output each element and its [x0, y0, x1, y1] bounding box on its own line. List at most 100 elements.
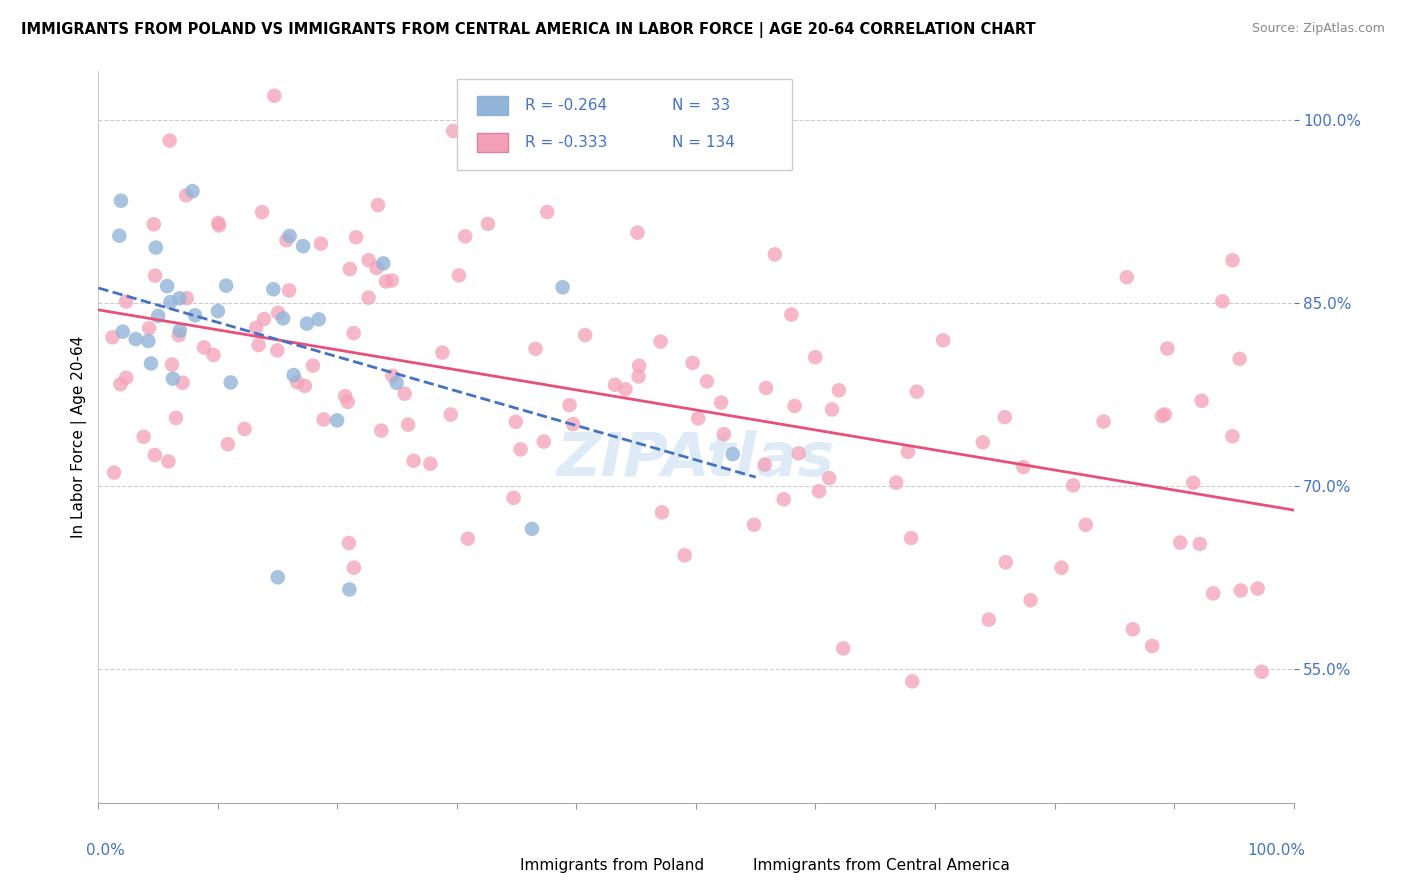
Point — [115, 294, 138, 309]
Point — [271, 311, 294, 326]
Point — [713, 427, 735, 442]
Point — [1092, 415, 1115, 429]
Point — [295, 317, 318, 331]
Point — [1115, 270, 1137, 285]
Point — [502, 491, 524, 505]
Point — [339, 262, 361, 277]
Point — [357, 253, 380, 268]
Point — [326, 413, 349, 427]
Point — [143, 268, 166, 283]
Point — [394, 386, 416, 401]
Point — [754, 458, 776, 472]
Point — [628, 359, 651, 373]
Point — [994, 555, 1017, 569]
Point — [1222, 429, 1244, 443]
Point — [1211, 294, 1233, 309]
Point — [884, 475, 907, 490]
Point — [432, 345, 454, 359]
Point — [1154, 408, 1177, 422]
Point — [818, 471, 841, 485]
Point — [477, 217, 499, 231]
Point — [125, 332, 148, 346]
Point — [156, 279, 179, 293]
Point — [309, 236, 332, 251]
Point — [148, 309, 170, 323]
Point — [184, 308, 207, 322]
Point — [505, 415, 527, 429]
Point — [132, 430, 155, 444]
Point — [551, 280, 574, 294]
Point — [832, 641, 855, 656]
Point — [897, 444, 920, 458]
Point — [574, 328, 596, 343]
Point — [208, 219, 231, 233]
Point — [302, 359, 325, 373]
Point — [441, 124, 464, 138]
Point — [159, 295, 181, 310]
FancyBboxPatch shape — [477, 96, 509, 115]
Point — [278, 228, 301, 243]
Point — [932, 334, 955, 348]
Point — [181, 184, 204, 198]
Point — [337, 536, 360, 550]
Point — [267, 570, 290, 584]
Text: Immigrants from Poland: Immigrants from Poland — [520, 858, 704, 873]
Point — [253, 312, 276, 326]
Point — [165, 411, 187, 425]
Point — [373, 256, 395, 270]
Point — [159, 134, 181, 148]
Point — [651, 505, 673, 519]
Point — [905, 384, 928, 399]
Point — [312, 412, 335, 426]
Point — [101, 330, 124, 344]
Point — [710, 395, 733, 409]
Point — [344, 230, 367, 244]
Point — [1140, 639, 1163, 653]
FancyBboxPatch shape — [494, 858, 515, 871]
Point — [193, 341, 215, 355]
Text: N =  33: N = 33 — [672, 98, 730, 113]
FancyBboxPatch shape — [457, 78, 792, 170]
Point — [263, 88, 285, 103]
Point — [1062, 478, 1084, 492]
Point — [339, 582, 361, 597]
Point — [396, 417, 419, 432]
Point — [381, 273, 404, 287]
Point — [1019, 593, 1042, 607]
Point — [245, 321, 267, 335]
Point — [1050, 560, 1073, 574]
Point — [1250, 665, 1272, 679]
Point — [276, 233, 298, 247]
Point — [285, 375, 308, 389]
Point — [772, 492, 794, 507]
Point — [603, 377, 626, 392]
Point — [138, 334, 160, 348]
Point — [721, 447, 744, 461]
Point — [787, 446, 810, 460]
Point — [1168, 535, 1191, 549]
Point — [103, 466, 125, 480]
Text: IMMIGRANTS FROM POLAND VS IMMIGRANTS FROM CENTRAL AMERICA IN LABOR FORCE | AGE 2: IMMIGRANTS FROM POLAND VS IMMIGRANTS FRO… — [21, 22, 1036, 38]
Y-axis label: In Labor Force | Age 20-64: In Labor Force | Age 20-64 — [72, 336, 87, 538]
Point — [650, 334, 672, 349]
Point — [977, 613, 1000, 627]
Point — [267, 306, 290, 320]
Point — [673, 549, 696, 563]
Point — [900, 531, 922, 545]
Point — [1012, 460, 1035, 475]
Point — [111, 325, 134, 339]
Point — [1156, 342, 1178, 356]
Point — [375, 274, 398, 288]
Point — [627, 369, 650, 384]
Point — [308, 312, 330, 326]
Point — [292, 239, 315, 253]
Point — [247, 338, 270, 352]
Point — [828, 384, 851, 398]
Point — [742, 517, 765, 532]
Point — [994, 410, 1017, 425]
Point — [780, 308, 803, 322]
Point — [509, 442, 531, 457]
Point — [558, 398, 581, 412]
Text: N = 134: N = 134 — [672, 135, 735, 150]
Point — [336, 395, 359, 409]
